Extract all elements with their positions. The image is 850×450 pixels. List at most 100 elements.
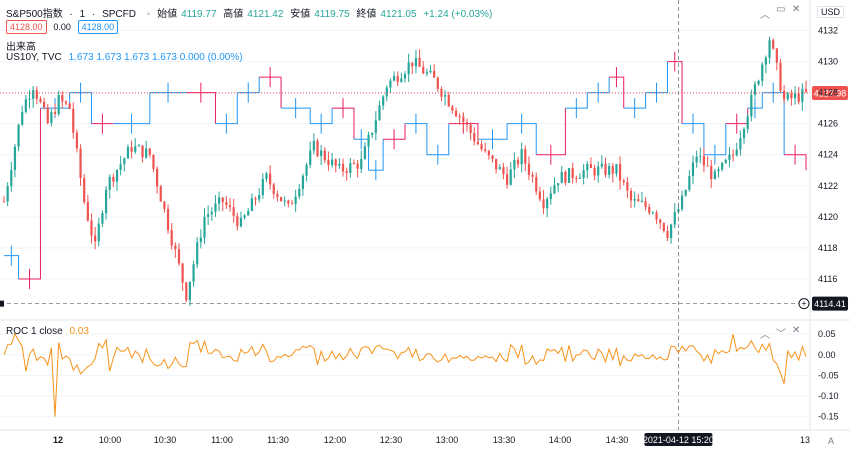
overlay-step	[645, 61, 668, 94]
close-label: 終値	[356, 9, 377, 20]
candle-body	[422, 66, 425, 74]
candle-body	[538, 191, 541, 200]
candle-body	[170, 230, 173, 246]
candle-body	[567, 168, 571, 183]
roc-chevron-up-icon[interactable]: ︿	[760, 330, 770, 341]
candles	[2, 36, 808, 306]
crosshair-time-tag	[644, 433, 713, 446]
candle-body	[360, 158, 363, 169]
candle-body	[17, 124, 20, 147]
candle-body	[378, 105, 381, 121]
ask-button[interactable]: 4128.00	[77, 20, 119, 34]
crosshair-price-label: 4114.41	[814, 299, 846, 309]
bid-button[interactable]: 4128.00	[6, 20, 47, 34]
candle-body	[429, 70, 432, 73]
roc-tick-label: 0.05	[818, 329, 836, 339]
candle-body	[214, 203, 217, 212]
candle-body	[148, 148, 151, 155]
candle-body	[640, 201, 644, 203]
candle-body	[411, 62, 414, 67]
candle-body	[586, 163, 589, 171]
candle-body	[181, 263, 184, 283]
candle-body	[13, 146, 17, 170]
candle-body	[320, 150, 323, 157]
volume-label[interactable]: 出来高	[6, 42, 36, 53]
candle-body	[43, 101, 46, 108]
symbol-name[interactable]: S&P500指数	[6, 9, 63, 20]
candle-body	[287, 200, 290, 204]
low-value: 4119.75	[314, 9, 350, 20]
candle-body	[338, 163, 341, 166]
candle-body	[414, 57, 418, 67]
price-tick-label: 4132	[818, 26, 838, 36]
candle-body	[363, 146, 366, 159]
candle-body	[524, 149, 527, 164]
candle-body	[53, 112, 57, 115]
candle-body	[750, 94, 753, 117]
overlay-step	[332, 107, 355, 140]
candle-body	[473, 133, 476, 142]
chevron-up-icon[interactable]: ︿	[760, 10, 770, 21]
overlay-step	[310, 108, 333, 125]
candle-body	[356, 163, 359, 169]
candle-body	[648, 206, 651, 213]
candle-body	[575, 177, 578, 179]
candle-body	[670, 224, 673, 239]
candle-body	[462, 117, 465, 123]
candle-body	[710, 165, 713, 180]
candle-body	[618, 163, 622, 181]
candle-body	[695, 156, 698, 163]
candle-body	[487, 150, 490, 156]
candle-body	[104, 189, 108, 214]
candle-body	[480, 144, 483, 150]
candle-body	[502, 167, 505, 175]
roc-tick-label: -0.05	[818, 370, 839, 380]
candle-body	[64, 101, 68, 104]
candle-body	[309, 150, 312, 165]
candle-body	[236, 216, 239, 227]
candle-body	[10, 169, 13, 187]
candle-body	[61, 95, 64, 102]
candle-body	[775, 48, 778, 63]
candle-body	[6, 186, 9, 202]
candle-body	[626, 182, 629, 191]
maximize-icon[interactable]: ▭	[776, 4, 786, 15]
roc-tick-label: -0.15	[818, 412, 839, 422]
candle-body	[753, 84, 757, 95]
candle-body	[203, 216, 206, 238]
time-tick-label: 12	[53, 435, 63, 445]
candle-body	[130, 146, 133, 152]
roc-chevron-down-icon[interactable]: ﹀	[776, 329, 786, 340]
overlay-step	[405, 123, 428, 155]
interval-label[interactable]: 1	[79, 9, 86, 20]
candle-body	[265, 173, 268, 179]
close-icon[interactable]: ✕	[792, 4, 801, 15]
candle-body	[772, 40, 775, 49]
candle-body	[615, 163, 618, 174]
currency-button[interactable]: USD	[816, 6, 844, 18]
time-tick-label: 14:00	[549, 435, 572, 445]
spread-value: 0.00	[53, 22, 71, 32]
overlay-step	[784, 154, 807, 171]
roc-close-icon[interactable]: ✕	[792, 325, 801, 336]
time-tick-label: 12:30	[380, 435, 403, 445]
high-label: 高値	[223, 9, 244, 20]
candle-body	[724, 159, 727, 163]
price-tick-label: 4124	[818, 150, 838, 160]
candle-body	[57, 95, 60, 115]
time-tick-label: 11:00	[211, 435, 233, 445]
roc-label[interactable]: ROC 1 close	[6, 326, 63, 337]
time-tick-label: 12:00	[324, 435, 347, 445]
candle-body	[199, 237, 202, 243]
last-price-tag	[812, 85, 848, 100]
time-tick-label: 13:00	[436, 435, 459, 445]
candle-body	[323, 150, 326, 161]
candle-body	[702, 155, 706, 166]
low-label: 安値	[290, 9, 311, 20]
auto-scale-icon[interactable]: A	[828, 436, 835, 446]
candle-body	[371, 132, 374, 135]
overlay-name[interactable]: US10Y, TVC	[6, 52, 62, 63]
candle-body	[341, 163, 345, 172]
price-tick-label: 4116	[818, 274, 837, 284]
